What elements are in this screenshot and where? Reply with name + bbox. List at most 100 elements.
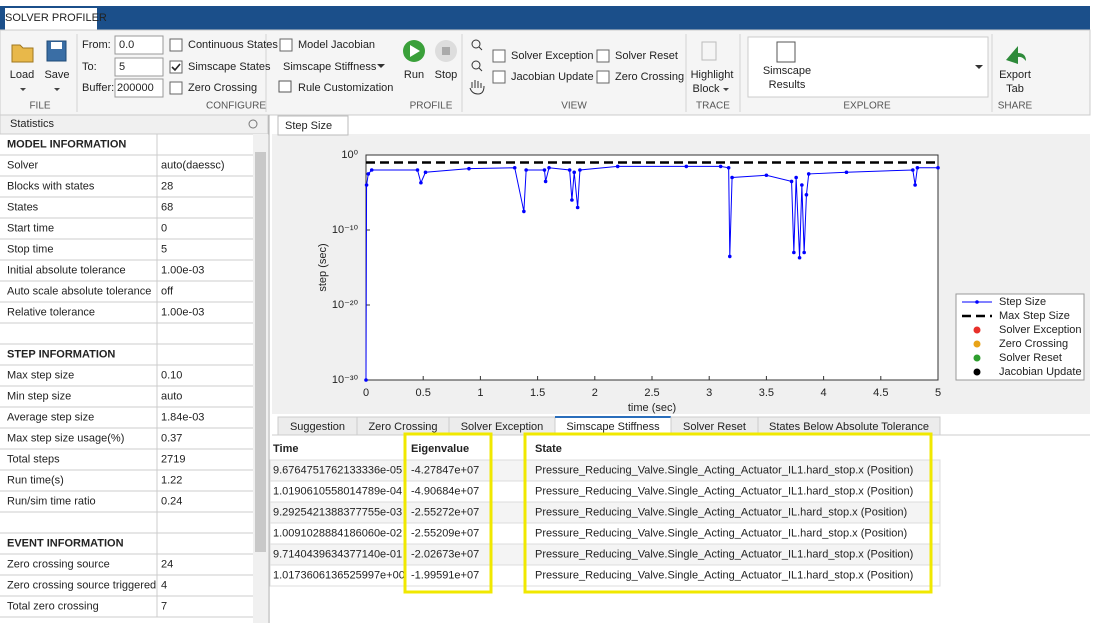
plot-tab[interactable] [277,115,349,136]
checkbox-label[interactable]: Solver Exception [511,50,594,62]
legend-swatch [973,354,981,362]
stiffness-dropdown[interactable]: Simscape Stiffness [283,61,377,73]
gallery-arrow[interactable] [975,65,983,69]
scrollbar-thumb[interactable] [255,152,266,552]
checkbox-label[interactable]: Zero Crossing [188,82,257,94]
stat-label: States [7,201,39,213]
export-button[interactable]: Export [999,69,1031,81]
details-tab-label[interactable]: Suggestion [290,421,345,433]
data-point [792,250,796,255]
checkbox[interactable] [492,70,506,84]
legend-label[interactable]: Jacobian Update [999,366,1082,378]
stat-label: Auto scale absolute tolerance [7,285,151,297]
table-cell: Pressure_Reducing_Valve.Single_Acting_Ac… [535,548,913,560]
axes [365,154,939,381]
title-bar [0,6,1090,30]
checkbox[interactable] [169,38,183,52]
x-tick-label: 0.5 [416,387,431,399]
data-point [844,170,849,175]
export-button[interactable]: Tab [1006,83,1024,95]
data-point [467,166,471,171]
simscape-results[interactable]: Results [769,79,806,91]
legend-swatch [973,368,981,376]
rule-icon[interactable] [278,80,292,93]
details-tab-label[interactable]: Simscape Stiffness [566,421,660,433]
load-button[interactable]: Load [10,69,34,81]
checkbox[interactable] [596,49,610,63]
data-point [800,183,804,187]
panel-menu[interactable] [248,119,258,129]
y-axis-label: step (sec) [317,243,329,291]
data-point [913,183,917,187]
from-label: From: [82,39,111,51]
data-point [802,250,806,255]
stat-value[interactable]: 7 [161,600,167,612]
stat-value: 5 [161,243,167,255]
checkbox[interactable] [169,60,183,74]
data-point [806,172,811,176]
column-header: State [535,443,562,455]
data-point [615,164,620,169]
checkbox-label[interactable]: Jacobian Update [511,71,594,83]
legend-label[interactable]: Max Step Size [999,310,1070,322]
checkbox[interactable] [596,70,610,84]
export-icon[interactable] [1006,46,1026,64]
to-field[interactable] [114,57,164,77]
checkbox-label[interactable]: Simscape States [188,61,271,73]
table-cell: -2.55272e+07 [411,506,479,518]
toolstrip-tab-label[interactable]: SOLVER PROFILER [5,12,107,24]
simscape-results[interactable]: Simscape [763,65,811,77]
legend-label[interactable]: Zero Crossing [999,338,1068,350]
x-tick-label: 1 [477,387,483,399]
section-label: FILE [29,101,50,112]
from-field[interactable] [114,35,164,55]
legend-label[interactable]: Step Size [999,296,1046,308]
details-tab-label[interactable]: States Below Absolute Tolerance [769,421,929,433]
table-cell: -2.02673e+07 [411,548,479,560]
to-value[interactable]: 5 [119,61,125,73]
plot-tab-label[interactable]: Step Size [285,120,332,132]
legend-swatch [975,300,979,304]
stat-value: 2719 [161,453,185,465]
zoom-icons[interactable] [469,39,485,95]
data-point [911,168,915,172]
run-button[interactable]: Run [404,69,424,81]
details-tab-label[interactable]: Solver Exception [461,421,544,433]
data-point [415,168,420,172]
table-row[interactable] [269,564,941,587]
data-point [684,164,689,169]
checkbox[interactable] [169,81,183,95]
legend-swatch [973,340,981,348]
data-point [572,170,577,175]
stat-label: Total steps [7,453,60,465]
save-button[interactable]: Save [44,69,69,81]
buffer-value[interactable]: 200000 [117,82,154,94]
highlight-box [523,432,933,594]
stiffness-arrow[interactable] [377,64,385,68]
checkbox-label[interactable]: Solver Reset [615,50,678,62]
details-tab-label[interactable]: Zero Crossing [368,421,437,433]
from-value[interactable]: 0.0 [119,39,134,51]
legend-label[interactable]: Solver Exception [999,324,1082,336]
stat-value: 0.24 [161,495,182,507]
buffer-field[interactable] [114,78,164,98]
rule-button[interactable]: Rule Customization [298,82,393,94]
legend-label[interactable]: Solver Reset [999,352,1062,364]
checkbox[interactable] [492,49,506,63]
details-tab-label[interactable]: Solver Reset [683,421,746,433]
toolstrip-tab[interactable] [5,8,97,30]
data-point [423,170,428,175]
checkbox-label[interactable]: Model Jacobian [298,39,375,51]
load-icon[interactable] [11,44,34,63]
checkbox-label[interactable]: Continuous States [188,39,278,51]
table-cell: 9.2925421388377755e-03 [273,506,402,518]
data-point [794,175,798,180]
data-point [730,175,734,180]
x-tick-label: 4 [821,387,827,399]
checkbox-label[interactable]: Zero Crossing [615,71,684,83]
checkbox[interactable] [279,38,293,52]
table-cell: Pressure_Reducing_Valve.Single_Acting_Ac… [535,485,913,497]
y-tick-label: 10⁻²⁰ [332,299,359,311]
data-point [797,255,802,260]
